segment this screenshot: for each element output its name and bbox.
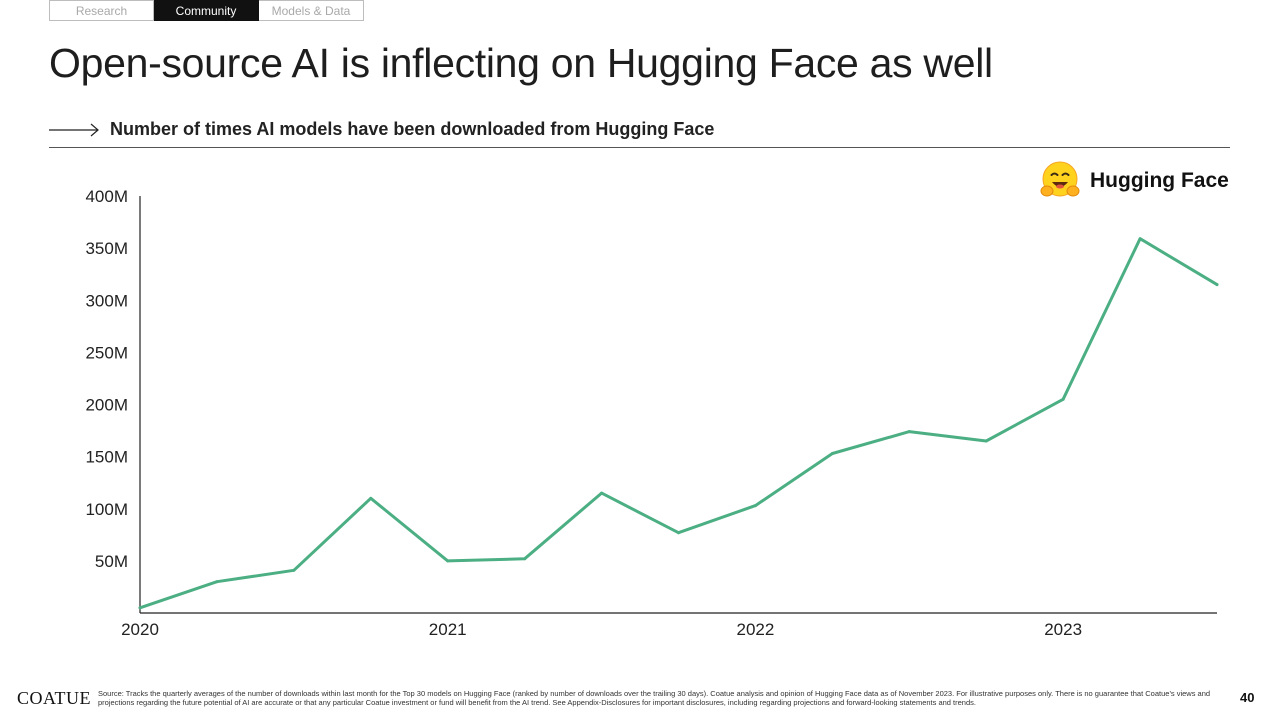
y-tick-label: 150M bbox=[85, 448, 128, 467]
x-axis: 2020 2021 2022 2023 bbox=[121, 612, 1217, 639]
data-point bbox=[138, 606, 142, 610]
y-tick-label: 250M bbox=[85, 343, 128, 362]
tab-models-data[interactable]: Models & Data bbox=[259, 0, 364, 21]
line-chart: 50M 100M 150M 200M 250M 300M 350M 400M 2020 2021… bbox=[85, 187, 1219, 639]
data-point bbox=[753, 504, 757, 508]
y-tick-label: 200M bbox=[85, 396, 128, 415]
page-number: 40 bbox=[1240, 690, 1255, 705]
tab-community[interactable]: Community bbox=[154, 0, 259, 21]
data-point bbox=[907, 430, 911, 434]
data-point bbox=[1138, 237, 1142, 241]
brand-logo: COATUE bbox=[17, 688, 91, 708]
data-point bbox=[984, 439, 988, 443]
y-tick-label: 300M bbox=[85, 291, 128, 310]
data-point bbox=[215, 580, 219, 584]
hugging-face-emoji-icon bbox=[1040, 161, 1080, 197]
data-point bbox=[446, 559, 450, 563]
y-tick-label: 100M bbox=[85, 500, 128, 519]
y-axis: 50M 100M 150M 200M 250M 300M 350M 400M bbox=[85, 187, 141, 613]
series bbox=[138, 237, 1219, 610]
source-footnote: Source: Tracks the quarterly averages of… bbox=[98, 689, 1211, 707]
data-point bbox=[600, 491, 604, 495]
arrow-right-icon bbox=[49, 123, 99, 136]
page-title: Open-source AI is inflecting on Hugging … bbox=[49, 40, 993, 86]
data-point bbox=[292, 568, 296, 572]
chart-subtitle: Number of times AI models have been down… bbox=[110, 119, 715, 139]
hugging-face-logo: Hugging Face bbox=[1038, 160, 1229, 202]
data-point bbox=[369, 496, 373, 500]
tab-research[interactable]: Research bbox=[49, 0, 154, 21]
data-point bbox=[1215, 283, 1219, 287]
section-tabs: Research Community Models & Data bbox=[49, 0, 364, 21]
data-point bbox=[1061, 397, 1065, 401]
data-point bbox=[830, 451, 834, 455]
x-tick-label: 2023 bbox=[1044, 620, 1082, 639]
x-tick-label: 2022 bbox=[737, 620, 775, 639]
data-point bbox=[523, 557, 527, 561]
y-tick-label: 350M bbox=[85, 239, 128, 258]
y-tick-label: 400M bbox=[85, 187, 128, 206]
series-line bbox=[138, 237, 1219, 610]
y-tick-label: 50M bbox=[95, 552, 128, 571]
subtitle-row: Number of times AI models have been down… bbox=[49, 119, 714, 140]
data-point bbox=[677, 531, 680, 535]
x-tick-label: 2020 bbox=[121, 620, 159, 639]
hugging-face-wordmark: Hugging Face bbox=[1090, 169, 1229, 192]
x-tick-label: 2021 bbox=[429, 620, 467, 639]
header-divider bbox=[49, 147, 1230, 148]
